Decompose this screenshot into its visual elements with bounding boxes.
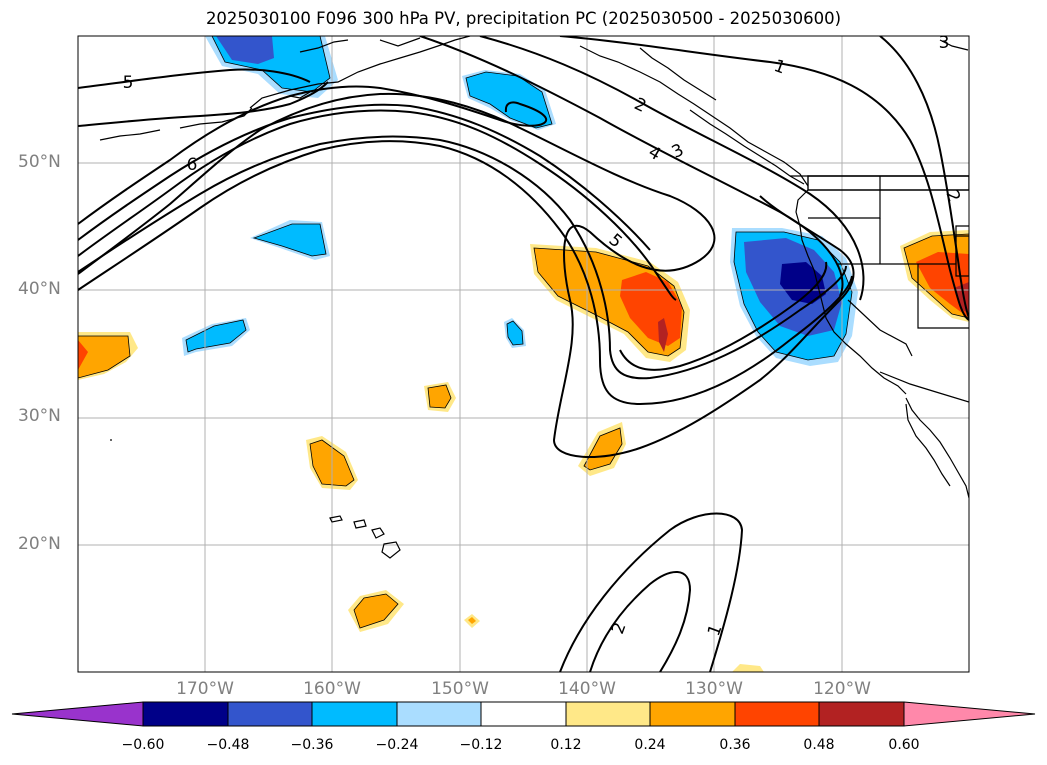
- pv-contour-3-north: [419, 36, 844, 297]
- pv-contour-5-north: [78, 68, 311, 89]
- colorbar-tick-label: −0.60: [121, 737, 165, 753]
- colorbar: [11, 701, 1036, 727]
- lon-label-160w: 160°W: [303, 679, 361, 699]
- pv-label: 1: [771, 56, 788, 78]
- precip-pos-bottom: [732, 664, 764, 672]
- colorbar-tick-label: 0.48: [803, 737, 835, 753]
- map-frame: [77, 35, 970, 673]
- pv-label: 5: [605, 230, 626, 252]
- colorbar-tick-label: 0.24: [634, 737, 666, 753]
- lat-label-30n: 30°N: [18, 406, 61, 426]
- pv-contour-2-north: [479, 36, 865, 301]
- pv-contour-outer: [78, 92, 855, 458]
- colorbar-tick-label: −0.24: [375, 737, 419, 753]
- lat-label-40n: 40°N: [18, 279, 61, 299]
- lon-label-170w: 170°W: [176, 679, 234, 699]
- pv-contour-inner-1: [78, 140, 853, 406]
- pv-label: 5: [123, 73, 134, 93]
- colorbar-tick-label: 0.12: [550, 737, 582, 753]
- pv-contour-2-south: [589, 571, 692, 672]
- pv-contour-6: [78, 81, 329, 127]
- pv-label: 3: [939, 33, 950, 53]
- lon-label-120w: 120°W: [813, 679, 871, 699]
- colorbar-tick-label: −0.12: [459, 737, 503, 753]
- lon-label-130w: 130°W: [685, 679, 743, 699]
- precip-shading: [78, 36, 969, 672]
- colorbar-tick-label: 0.60: [888, 737, 920, 753]
- colorbar-extend-high: [903, 701, 1036, 727]
- pv-contour-4-ring: [78, 109, 677, 301]
- coastlines: [99, 36, 969, 559]
- lon-label-150w: 150°W: [431, 679, 489, 699]
- colorbar-tick-label: −0.36: [290, 737, 334, 753]
- pv-contour-1-south: [559, 512, 744, 672]
- pv-label: 6: [187, 155, 198, 175]
- lon-label-140w: 140°W: [558, 679, 616, 699]
- lat-label-50n: 50°N: [18, 152, 61, 172]
- lat-label-20n: 20°N: [18, 534, 61, 554]
- colorbar-tick-label: −0.48: [206, 737, 250, 753]
- pv-contour-inner-3: [619, 261, 828, 371]
- pv-contour-5-ring: [78, 103, 651, 251]
- pv-label: 2: [608, 620, 630, 637]
- pv-label: 4: [645, 142, 664, 165]
- pv-contours: [78, 36, 969, 672]
- pv-contour-inner-2: [78, 135, 847, 380]
- pv-label: 3: [669, 140, 687, 163]
- colorbar-tick-label: 0.36: [719, 737, 751, 753]
- pv-contour-2-east: [879, 36, 969, 319]
- pv-contour-1-north: [559, 36, 969, 321]
- colorbar-extend-low: [11, 701, 144, 727]
- map-title: 2025030100 F096 300 hPa PV, precipitatio…: [205, 9, 842, 28]
- pv-contour-3-outer: [78, 85, 547, 225]
